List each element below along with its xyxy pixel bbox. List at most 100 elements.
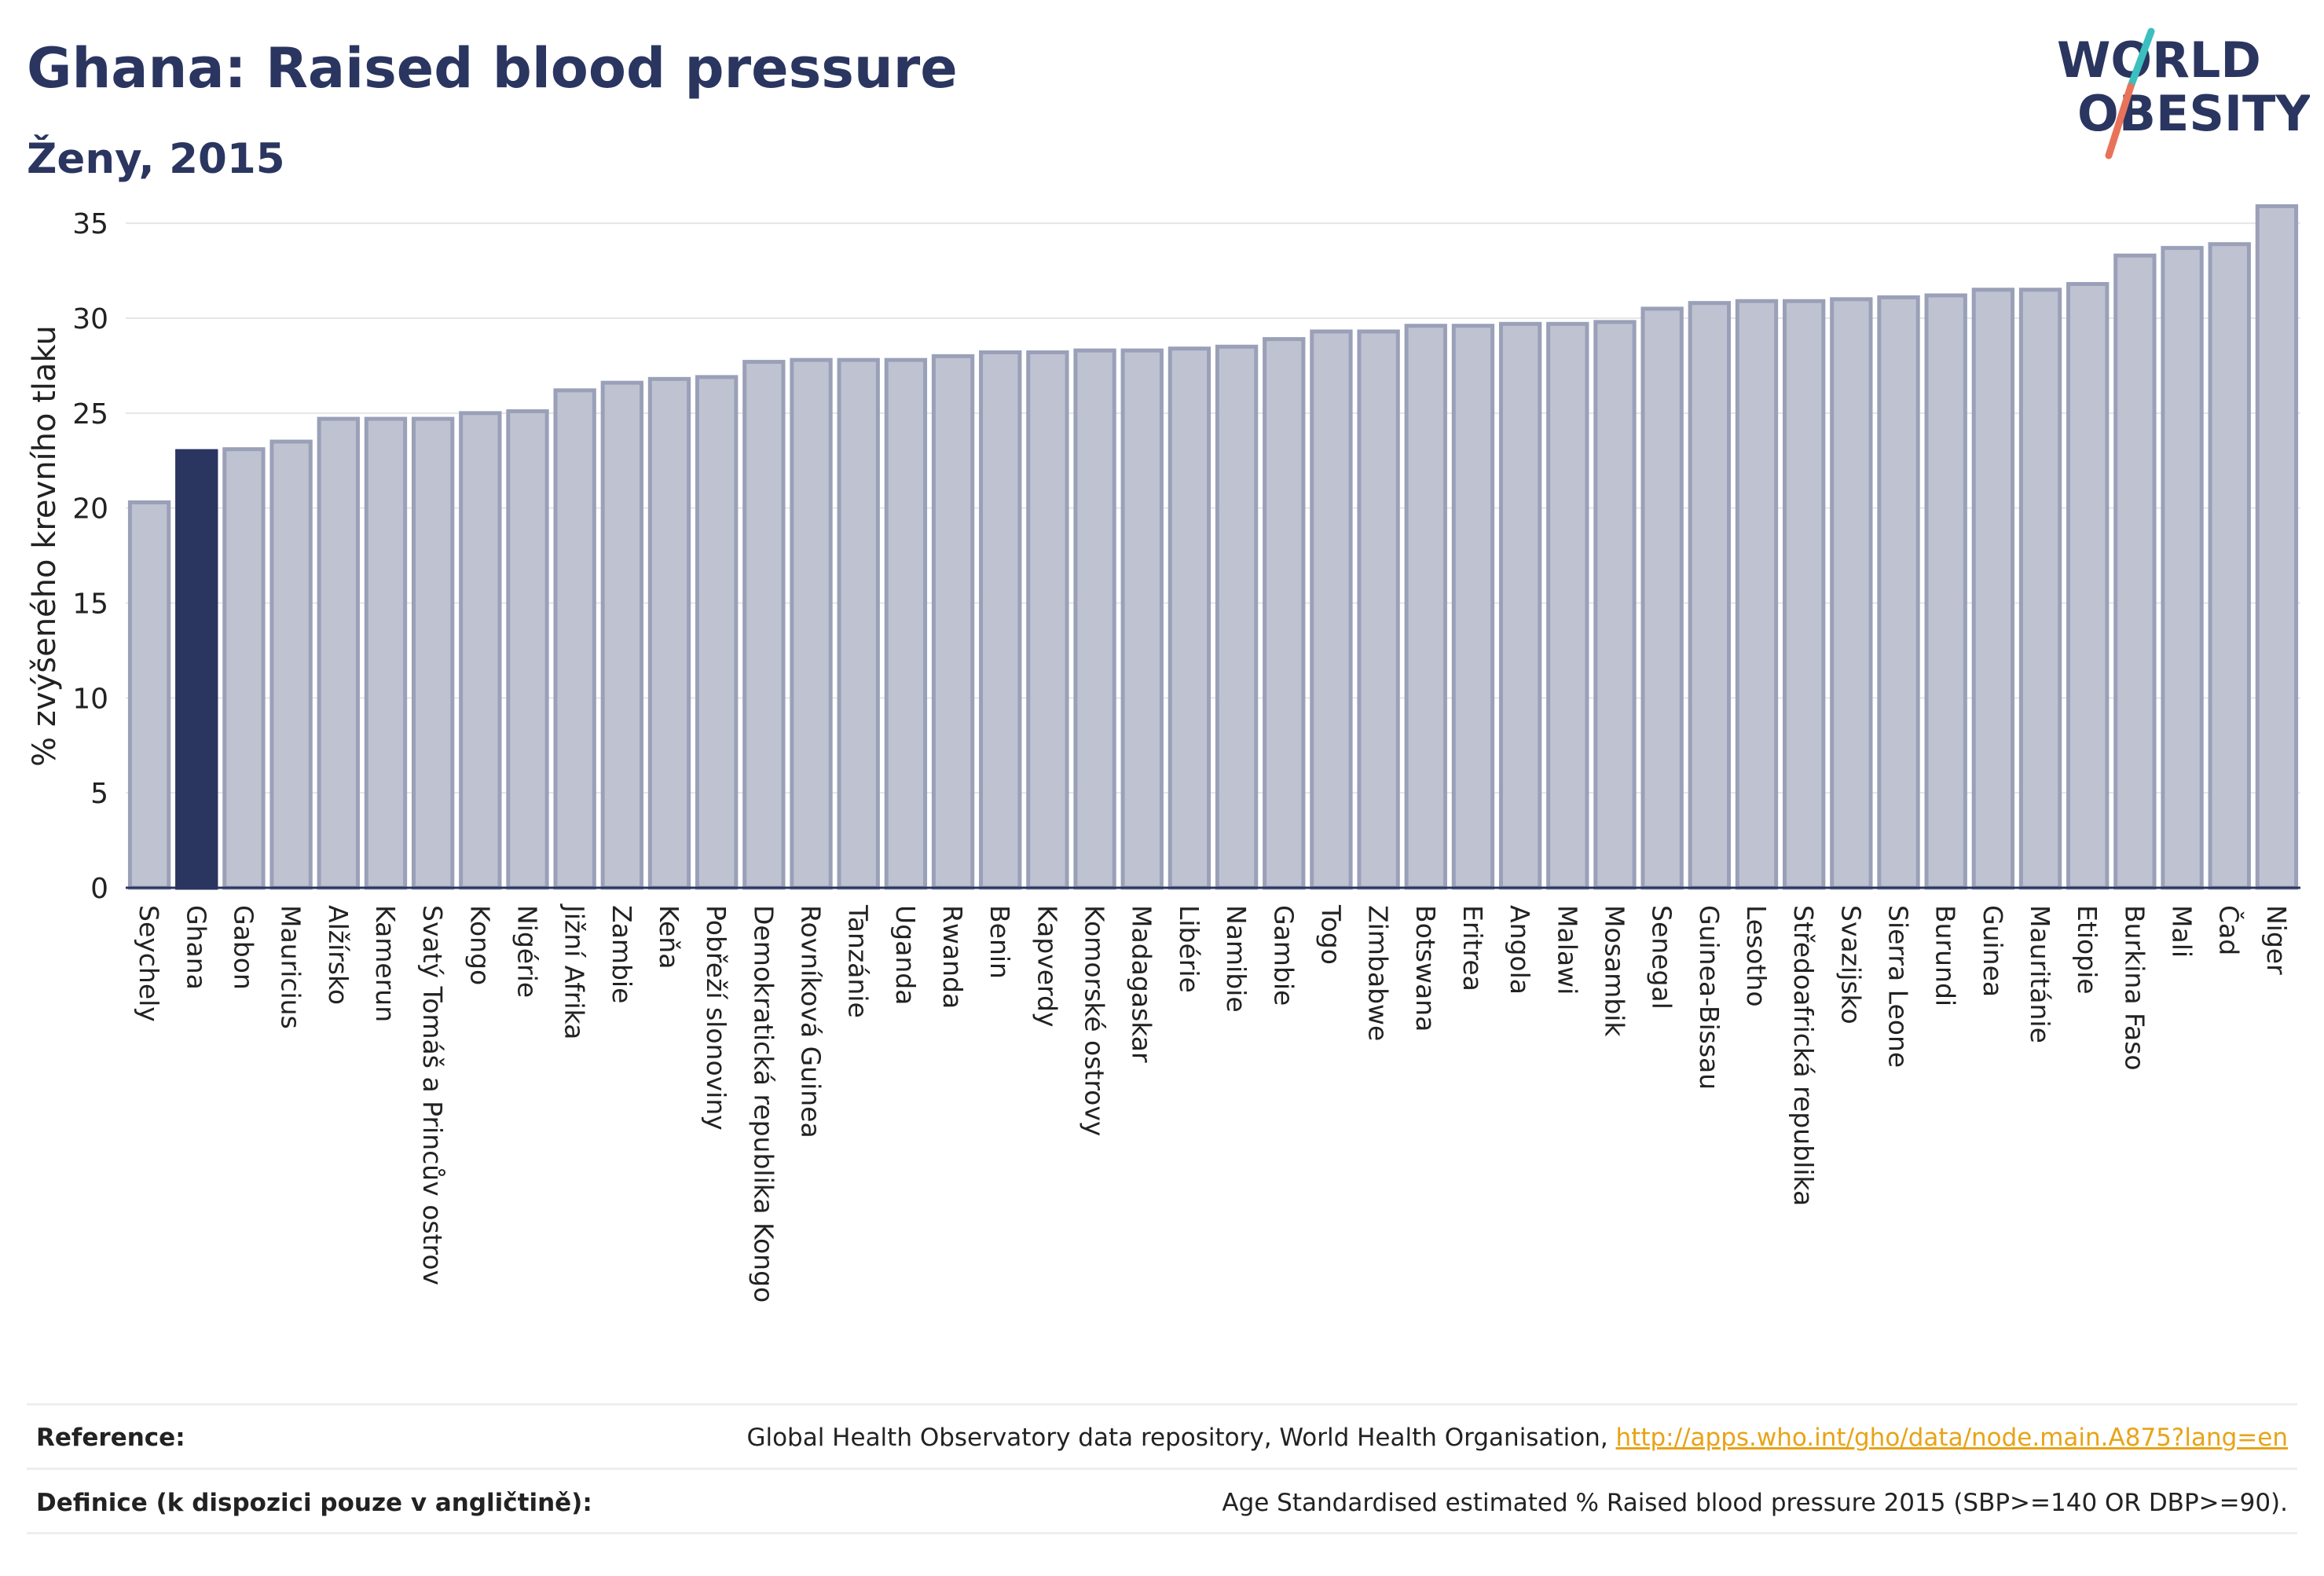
x-tick-label: Seychely (134, 905, 164, 1022)
world-obesity-logo: WORLD OBESITY (2057, 27, 2310, 159)
bar (600, 380, 643, 890)
bar (1167, 346, 1211, 890)
x-tick-label: Středoafrická republika (1788, 905, 1819, 1206)
logo-slash-coral (2105, 82, 2135, 159)
chart-title: Ghana: Raised blood pressure (27, 36, 958, 101)
bar (1310, 329, 1353, 890)
x-tick-label: Angola (1505, 905, 1535, 995)
bar (790, 357, 833, 890)
reference-link[interactable]: http://apps.who.int/gho/data/node.main.A… (1615, 1424, 2288, 1452)
x-tick-label: Alžírsko (323, 905, 354, 1005)
y-tick-label: 35 (72, 208, 108, 240)
x-tick-label: Benin (984, 905, 1015, 979)
x-tick-label: Madagaskar (1127, 905, 1157, 1063)
y-tick-label: 0 (90, 873, 108, 905)
x-tick-label: Rwanda (937, 905, 968, 1009)
reference-text: Global Health Observatory data repositor… (746, 1424, 1616, 1452)
x-tick-label: Malawi (1552, 905, 1582, 995)
bar (553, 388, 596, 890)
bar (695, 375, 739, 890)
x-tick-label: Senegal (1647, 905, 1677, 1010)
bar (742, 360, 786, 890)
definition-value: Age Standardised estimated % Raised bloo… (1222, 1489, 2288, 1517)
x-tick-label: Komorské ostrovy (1080, 905, 1110, 1136)
bar-chart: 0 5 10 15 20 25 30 35 % zvýšeného krevního tlaku… (27, 204, 2300, 1303)
bar (647, 376, 691, 890)
bar (1546, 321, 1589, 890)
bar (1783, 299, 1826, 890)
bar (506, 409, 549, 890)
x-tick-label: Burkina Faso (2119, 905, 2150, 1071)
bar (1026, 350, 1069, 890)
bar (222, 447, 266, 890)
bar (2161, 246, 2204, 890)
bar (1640, 306, 1684, 890)
x-tick-label: Guinea-Bissau (1694, 905, 1725, 1090)
x-tick-label: Tanzánie (843, 904, 874, 1018)
logo-text-world: WORLD (2057, 31, 2261, 89)
bar (837, 357, 880, 890)
x-tick-label: Lesotho (1741, 905, 1772, 1007)
x-tick-label: Pobřeží slonoviny (701, 905, 731, 1131)
bar (2208, 242, 2251, 890)
x-tick-label: Botswana (1410, 905, 1441, 1032)
bar (1357, 329, 1400, 890)
bar (459, 411, 502, 890)
bar (1120, 348, 1164, 890)
x-tick-label: Gabon (228, 905, 258, 990)
x-tick-label: Zambie (607, 905, 637, 1003)
x-tick-label: Sierra Leone (1883, 905, 1914, 1068)
bar (1830, 297, 1873, 890)
definition-label: Definice (k dispozici pouze v angličtině… (36, 1489, 592, 1517)
x-tick-label: Mauricius (276, 905, 306, 1029)
y-tick-label: 30 (72, 303, 108, 335)
x-tick-label: Etiopie (2072, 905, 2102, 995)
y-tick-label: 20 (72, 493, 108, 526)
bar (1404, 324, 1447, 890)
footer-divider-middle (27, 1468, 2297, 1470)
x-tick-label: Jižní Afrika (559, 903, 590, 1039)
x-tick-label: Kapverdy (1032, 905, 1062, 1028)
bar (175, 449, 218, 890)
x-tick-label: Keňa (654, 905, 684, 969)
x-tick-label: Demokratická republika Kongo (748, 905, 779, 1303)
bar (2066, 282, 2110, 890)
x-tick-label: Libérie (1174, 905, 1204, 993)
bar (1593, 320, 1637, 890)
x-tick-label: Uganda (890, 905, 921, 1005)
bar (127, 500, 171, 890)
x-tick-label: Gambie (1268, 905, 1299, 1006)
bar (1498, 321, 1542, 890)
y-tick-label: 25 (72, 398, 108, 431)
bar (1924, 293, 1967, 890)
footer-divider-bottom (27, 1532, 2297, 1534)
bar (1263, 337, 1306, 890)
bar (2113, 253, 2157, 890)
bar (364, 416, 408, 890)
bar (1688, 301, 1731, 890)
x-tick-label: Namibie (1221, 905, 1252, 1013)
x-tick-label: Kongo (464, 905, 495, 985)
x-tick-label: Zimbabwe (1363, 905, 1394, 1041)
bar (411, 416, 455, 890)
x-tick-label: Eritrea (1457, 905, 1488, 991)
bar (1073, 348, 1116, 890)
x-tick-label: Niger (2261, 905, 2292, 975)
x-tick-label: Svazijsko (1835, 905, 1866, 1024)
y-tick-label: 10 (72, 683, 108, 715)
x-tick-label: Mauritánie (2025, 905, 2055, 1043)
bar (1735, 299, 1779, 890)
x-tick-label: Ghana (181, 905, 211, 990)
y-tick-label: 5 (90, 778, 108, 810)
logo-slash-teal (2127, 27, 2155, 90)
reference-label: Reference: (36, 1424, 185, 1452)
footer-divider-top (27, 1403, 2297, 1406)
x-tick-label: Burundi (1930, 905, 1961, 1006)
x-tick-label: Nigérie (511, 905, 542, 998)
bar (931, 354, 975, 890)
x-tick-label: Mosambik (1599, 905, 1629, 1037)
y-tick-label: 15 (72, 588, 108, 621)
reference-value: Global Health Observatory data repositor… (746, 1424, 2288, 1452)
bar (1877, 295, 1920, 890)
x-tick-label: Togo (1315, 904, 1346, 965)
